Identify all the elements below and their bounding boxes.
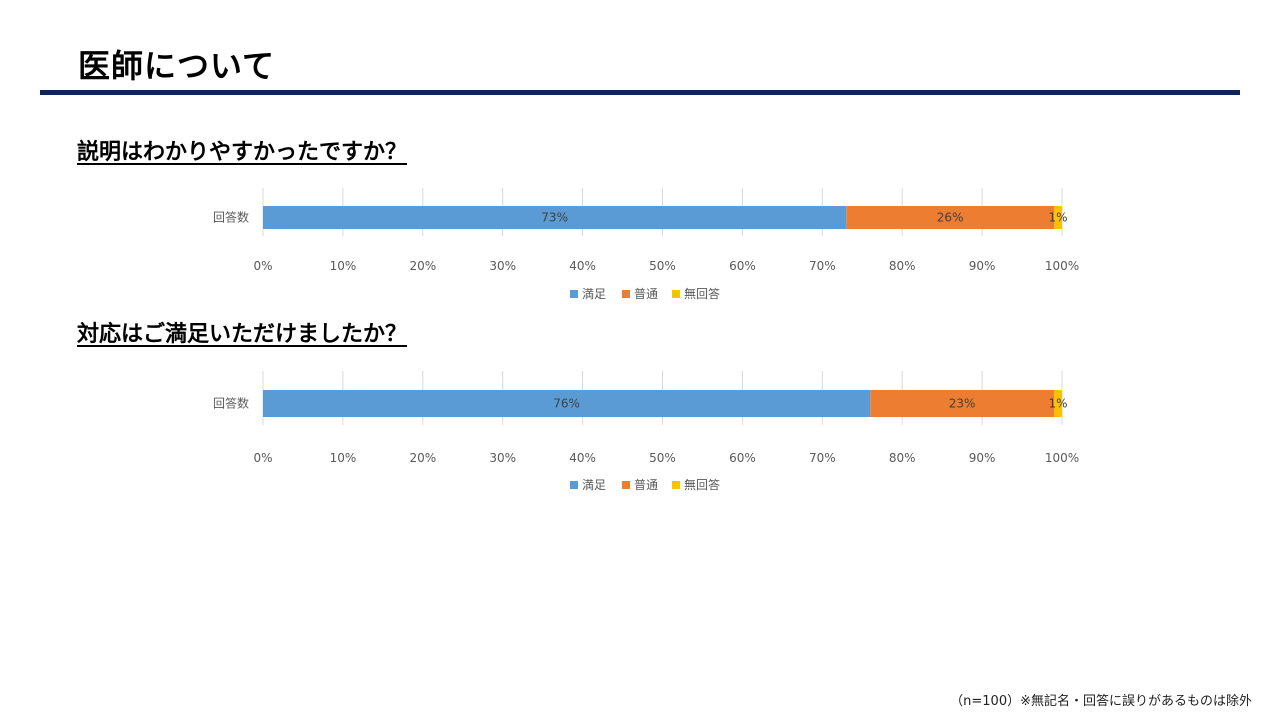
x-tick-label: 20% <box>409 451 436 465</box>
bar-segment-無回答 <box>1054 390 1062 417</box>
x-tick-label: 40% <box>569 259 596 273</box>
x-tick-label: 70% <box>809 451 836 465</box>
data-label: 73% <box>541 211 568 225</box>
legend-label: 普通 <box>634 287 658 301</box>
x-tick-label: 100% <box>1045 451 1079 465</box>
data-label: 1% <box>1048 211 1067 225</box>
question-title-1: 説明はわかりやすかったですか？ <box>77 140 408 165</box>
x-tick-label: 10% <box>330 451 357 465</box>
x-tick-label: 50% <box>649 259 676 273</box>
legend-swatch <box>672 481 680 489</box>
x-tick-label: 70% <box>809 259 836 273</box>
legend-label: 満足 <box>582 478 606 492</box>
x-tick-label: 20% <box>409 259 436 273</box>
chart-service: 0% 10% 20% 30% 40% 50% 60% 70% 80% 90% 100% 回答数 76% 2… <box>213 371 1079 492</box>
x-tick-label: 30% <box>489 259 516 273</box>
legend-label: 無回答 <box>684 286 720 301</box>
legend-swatch <box>672 290 680 298</box>
x-tick-label: 80% <box>889 259 916 273</box>
legend-swatch <box>570 290 578 298</box>
title-divider <box>40 90 1240 95</box>
bar-segment-普通 <box>870 390 1055 417</box>
x-tick-label: 40% <box>569 451 596 465</box>
data-label: 76% <box>553 397 580 411</box>
category-label: 回答数 <box>213 210 249 225</box>
legend-swatch <box>622 290 630 298</box>
bar-segment-無回答 <box>1054 206 1062 229</box>
bar-segment-満足 <box>263 206 847 229</box>
question-title-2: 対応はご満足いただけましたか？ <box>77 322 408 347</box>
bar-segment-普通 <box>846 206 1055 229</box>
x-tick-label: 100% <box>1045 259 1079 273</box>
x-tick-label: 50% <box>649 451 676 465</box>
page-title: 医師について <box>78 47 276 85</box>
data-label: 1% <box>1048 397 1067 411</box>
x-tick-label: 90% <box>969 259 996 273</box>
legend-label: 普通 <box>634 478 658 492</box>
data-label: 23% <box>949 397 976 411</box>
footnote: （n=100）※無記名・回答に誤りがあるものは除外 <box>950 694 1252 709</box>
x-tick-label: 10% <box>330 259 357 273</box>
x-tick-label: 30% <box>489 451 516 465</box>
x-tick-label: 0% <box>253 451 272 465</box>
x-tick-label: 60% <box>729 259 756 273</box>
legend-swatch <box>622 481 630 489</box>
legend-swatch <box>570 481 578 489</box>
x-tick-label: 60% <box>729 451 756 465</box>
category-label: 回答数 <box>213 396 249 411</box>
chart-explanation: 0% 10% 20% 30% 40% 50% 60% 70% 80% 90% 100% 回答数 73% 2… <box>213 188 1079 301</box>
x-tick-label: 0% <box>253 259 272 273</box>
bar-segment-満足 <box>263 390 871 417</box>
x-tick-label: 90% <box>969 451 996 465</box>
x-tick-label: 80% <box>889 451 916 465</box>
legend-label: 満足 <box>582 287 606 301</box>
legend-label: 無回答 <box>684 477 720 492</box>
data-label: 26% <box>937 211 964 225</box>
